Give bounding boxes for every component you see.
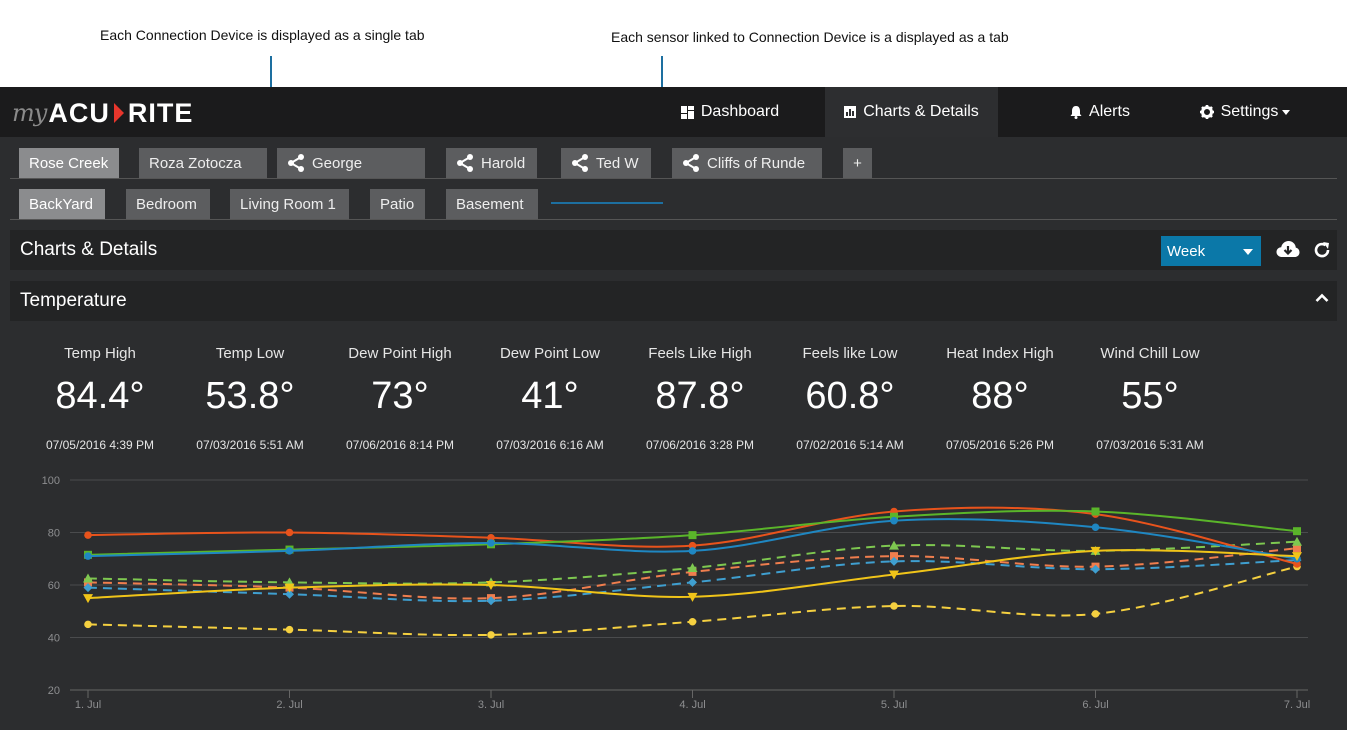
logo-prefix: my: [12, 99, 47, 127]
stat-label: Temp High: [64, 345, 136, 362]
stat-label: Dew Point High: [348, 345, 452, 362]
chevron-down-icon: [1282, 109, 1291, 115]
sensor-tabs-row: BackYard Bedroom Living Room 1 Patio Bas…: [10, 179, 1337, 220]
add-device-label: +: [853, 154, 862, 172]
dashboard-icon: [680, 105, 694, 119]
stat-value: 53.8°: [205, 375, 295, 417]
share-icon: [457, 154, 473, 172]
nav-dashboard-label: Dashboard: [700, 103, 780, 120]
device-tab-label: George: [312, 154, 363, 172]
chevron-up-icon[interactable]: [1315, 293, 1329, 303]
nav-dashboard[interactable]: Dashboard: [655, 87, 805, 137]
stat-label: Wind Chill Low: [1100, 345, 1200, 362]
stat-label: Temp Low: [215, 345, 285, 362]
share-icon: [683, 154, 699, 172]
acurite-logo[interactable]: my ACU RITE: [12, 97, 193, 129]
sensor-tab-patio[interactable]: Patio: [370, 189, 425, 219]
device-tab-label: Roza Zotocza: [149, 154, 242, 172]
temperature-header[interactable]: Temperature: [10, 281, 1337, 321]
nav-charts-details[interactable]: Charts & Details: [825, 87, 998, 137]
stat-timestamp: 07/06/2016 3:28 PM: [645, 438, 755, 452]
nav-settings-label: Settings: [1220, 103, 1279, 120]
device-tab-label: Cliffs of Runde: [707, 154, 806, 172]
page-title: Charts & Details: [20, 239, 158, 260]
stat-label: Feels Like High: [648, 345, 752, 362]
device-tab-label: Ted W: [596, 154, 639, 172]
stat-timestamp: 07/03/2016 5:51 AM: [196, 438, 304, 452]
gear-icon: [1199, 105, 1214, 119]
sensor-tab-label: Living Room 1: [240, 195, 336, 213]
device-tab-cliffs-of-runde[interactable]: Cliffs of Runde: [672, 148, 822, 178]
device-tab-rose-creek[interactable]: Rose Creek: [19, 148, 119, 178]
device-tab-roza-zotocza[interactable]: Roza Zotocza: [139, 148, 267, 178]
nav-settings[interactable]: Settings: [1180, 87, 1310, 137]
stat-value: 55°: [1121, 375, 1179, 417]
sensor-tab-basement[interactable]: Basement: [446, 189, 538, 219]
nav-charts-label: Charts & Details: [863, 103, 979, 120]
stat-value: 88°: [971, 375, 1029, 417]
stat-value: 41°: [521, 375, 579, 417]
share-icon: [572, 154, 588, 172]
stat-label: Feels like Low: [802, 345, 898, 362]
app-window: my ACU RITE Dashboard Charts & Details A…: [0, 87, 1347, 730]
caret-down-icon: [1243, 249, 1253, 255]
annotation-sensor-tabs: Each sensor linked to Connection Device …: [611, 29, 1009, 45]
bar-chart-icon: [844, 106, 857, 118]
sensor-tab-label: Bedroom: [136, 195, 197, 213]
device-tabs-row: Rose Creek Roza Zotocza George Harold Te…: [10, 137, 1337, 179]
stat-label: Heat Index High: [946, 345, 1054, 362]
charts-details-header: Charts & Details Week: [10, 230, 1337, 270]
stat-timestamp: 07/03/2016 5:31 AM: [1096, 438, 1204, 452]
logo-arrow-icon: [113, 103, 124, 123]
add-device-button[interactable]: +: [843, 148, 872, 178]
logo-brand-left: ACU: [48, 97, 110, 128]
sensor-tab-backyard[interactable]: BackYard: [19, 189, 105, 219]
stat-value: 87.8°: [655, 375, 745, 417]
sensor-tab-bedroom[interactable]: Bedroom: [126, 189, 210, 219]
stat-value: 84.4°: [55, 375, 145, 417]
sensor-tab-living-room-1[interactable]: Living Room 1: [230, 189, 349, 219]
stat-timestamp: 07/05/2016 5:26 PM: [945, 438, 1055, 452]
annotation-sensor-tabs-pointer-horizontal: [551, 202, 663, 204]
refresh-icon[interactable]: [1313, 241, 1331, 259]
sensor-tab-label: BackYard: [29, 195, 93, 213]
stat-timestamp: 07/05/2016 4:39 PM: [45, 438, 155, 452]
bell-icon: [1070, 105, 1082, 119]
nav-alerts-label: Alerts: [1089, 103, 1130, 120]
cloud-download-icon[interactable]: [1276, 240, 1300, 258]
logo-brand-right: RITE: [127, 97, 194, 128]
stat-value: 73°: [371, 375, 429, 417]
stat-value: 60.8°: [805, 375, 895, 417]
nav-alerts[interactable]: Alerts: [1030, 87, 1170, 137]
device-tab-ted-w[interactable]: Ted W: [561, 148, 651, 178]
device-tab-george[interactable]: George: [277, 148, 425, 178]
share-icon: [288, 154, 304, 172]
top-navbar: my ACU RITE Dashboard Charts & Details A…: [0, 87, 1347, 137]
device-tab-harold[interactable]: Harold: [446, 148, 537, 178]
device-tab-label: Harold: [481, 154, 526, 172]
annotation-device-tabs: Each Connection Device is displayed as a…: [100, 27, 425, 43]
sensor-tab-label: Basement: [456, 195, 524, 213]
sensor-tab-label: Patio: [380, 195, 415, 213]
section-title: Temperature: [20, 290, 127, 311]
stat-timestamp: 07/02/2016 5:14 AM: [796, 438, 904, 452]
range-select-value: Week: [1167, 242, 1206, 260]
stat-label: Dew Point Low: [499, 345, 601, 362]
stat-timestamp: 07/06/2016 8:14 PM: [345, 438, 455, 452]
device-tab-label: Rose Creek: [29, 154, 109, 172]
stat-timestamp: 07/03/2016 6:16 AM: [496, 438, 604, 452]
range-select[interactable]: Week: [1161, 236, 1261, 266]
